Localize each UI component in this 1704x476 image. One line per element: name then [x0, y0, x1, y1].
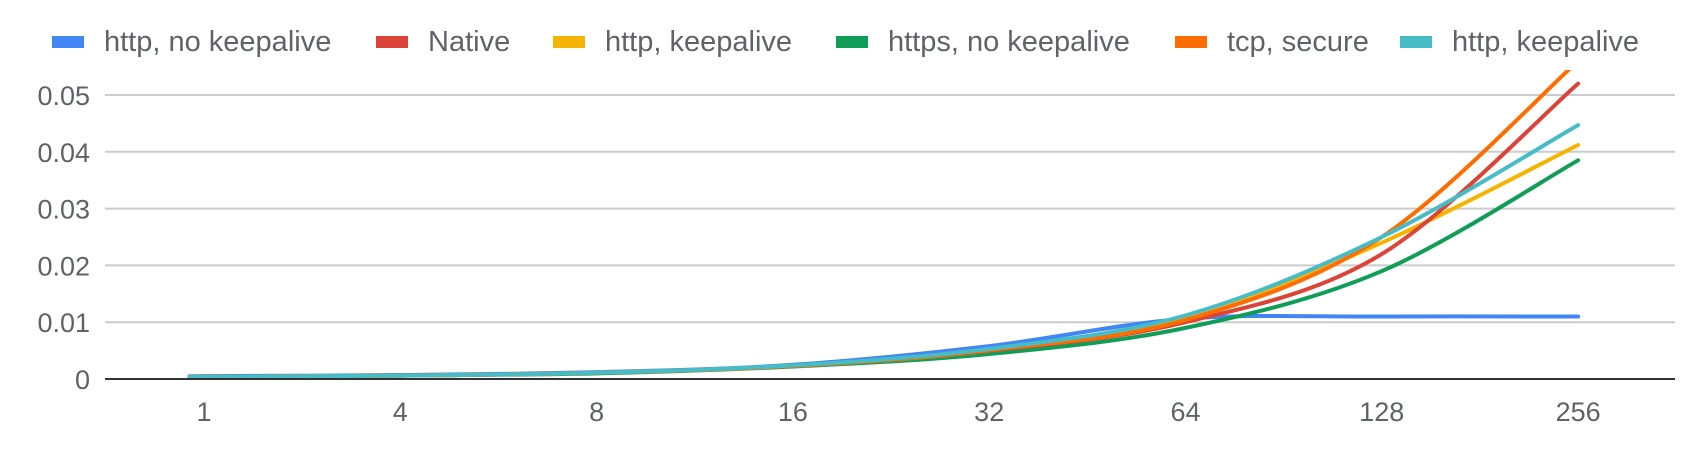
x-tick-label: 128	[1359, 397, 1404, 427]
x-tick-label: 16	[778, 397, 808, 427]
legend-swatch-https-no-keepalive	[836, 36, 868, 48]
series-line-5	[187, 123, 1581, 379]
series-line-3	[187, 158, 1581, 379]
y-tick-label: 0.02	[37, 251, 90, 281]
legend-swatch-tcp-secure	[1175, 36, 1207, 48]
legend-label-tcp-secure: tcp, secure	[1227, 25, 1369, 58]
legend-item-tcp-secure[interactable]: tcp, secure	[1175, 18, 1369, 66]
legend-swatch-http-keepalive-2	[1400, 36, 1432, 48]
gridlines	[105, 94, 1675, 324]
legend-item-native[interactable]: Native	[376, 18, 510, 66]
series-line-0	[187, 313, 1581, 379]
series-lines	[187, 70, 1581, 379]
x-tick-label: 4	[393, 397, 408, 427]
legend-swatch-http-no-keepalive	[52, 36, 84, 48]
x-tick-label: 64	[1170, 397, 1200, 427]
legend-label-http-keepalive: http, keepalive	[605, 25, 793, 58]
legend-label-native: Native	[428, 25, 511, 58]
series-line-1	[187, 81, 1581, 379]
legend-swatch-native	[376, 36, 408, 48]
y-tick-label: 0.03	[37, 195, 90, 225]
y-tick-label: 0.01	[37, 308, 90, 338]
x-tick-label: 8	[589, 397, 604, 427]
chart-legend: http, no keepalive Native http, keepaliv…	[0, 18, 1704, 66]
legend-item-http-keepalive-2[interactable]: http, keepalive	[1400, 18, 1639, 66]
y-tick-label: 0.04	[37, 138, 90, 168]
legend-item-http-no-keepalive[interactable]: http, no keepalive	[52, 18, 331, 66]
x-tick-label: 1	[196, 397, 211, 427]
legend-swatch-http-keepalive	[553, 36, 585, 48]
legend-label-https-no-keepalive: https, no keepalive	[888, 25, 1130, 58]
legend-item-https-no-keepalive[interactable]: https, no keepalive	[836, 18, 1130, 66]
y-tick-label: 0	[75, 365, 90, 395]
y-axis-tick-labels: 0 0.01 0.02 0.03 0.04 0.05	[37, 81, 90, 395]
x-tick-label: 32	[974, 397, 1004, 427]
legend-label-http-keepalive-2: http, keepalive	[1452, 25, 1640, 58]
legend-item-http-keepalive[interactable]: http, keepalive	[553, 18, 792, 66]
x-axis-tick-labels: 1 4 8 16 32 64 128 256	[196, 397, 1600, 427]
legend-label-http-no-keepalive: http, no keepalive	[104, 25, 332, 58]
y-tick-label: 0.05	[37, 81, 90, 111]
series-line-4	[187, 70, 1572, 379]
x-tick-label: 256	[1556, 397, 1601, 427]
